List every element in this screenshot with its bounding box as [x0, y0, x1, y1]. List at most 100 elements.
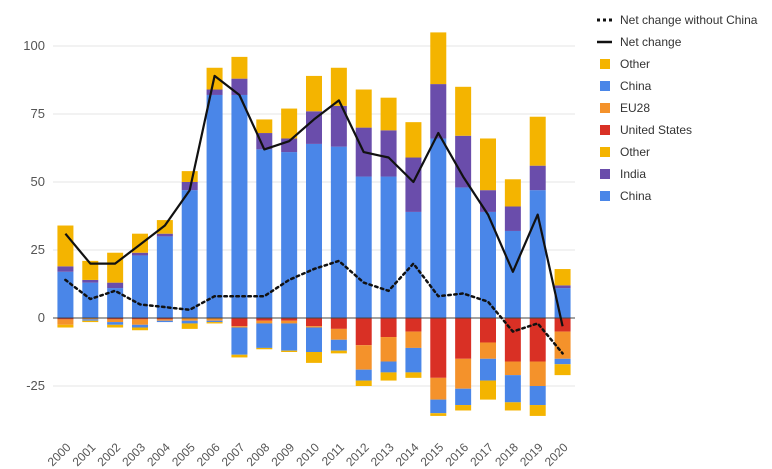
- bar-retired-eu28-2004: [156, 319, 173, 321]
- bar-added-china-2009: [281, 152, 298, 318]
- bar-retired-other-2002: [107, 324, 124, 328]
- bar-added-other-2014: [405, 122, 422, 158]
- net-change-without-china-line: [64, 259, 564, 355]
- bar-retired-eu28-2008: [256, 320, 273, 324]
- bar-retired-united-states-2018: [504, 318, 521, 362]
- bar-added-other-2002: [107, 252, 124, 283]
- bar-retired-other-2010: [306, 352, 322, 363]
- bar-retired-china-2009: [281, 323, 298, 351]
- bar-retired-other-2015: [430, 413, 447, 416]
- x-tick-label: 2007: [219, 440, 248, 469]
- legend-item-united-states[interactable]: United States: [597, 119, 772, 141]
- bar-retired-other-2007: [231, 354, 248, 358]
- legend-item-eu28[interactable]: EU28: [597, 97, 772, 119]
- bar-added-other-2005: [181, 171, 198, 182]
- x-tick-label: 2020: [542, 440, 571, 469]
- bar-retired-united-states-2004: [156, 318, 173, 320]
- bar-added-other-2013: [380, 97, 397, 131]
- bar-retired-other-2003: [132, 327, 148, 331]
- legend-item-china-retired[interactable]: China: [597, 75, 772, 97]
- bar-retired-other-2005: [181, 323, 198, 329]
- x-tick-label: 2019: [517, 440, 546, 469]
- bar-retired-other-2009: [281, 350, 298, 352]
- y-tick-label: -25: [26, 378, 45, 393]
- legend-item-china-added[interactable]: China: [597, 185, 772, 207]
- swatch-icon: [600, 81, 610, 91]
- bar-retired-united-states-2014: [405, 318, 422, 332]
- bar-retired-eu28-2019: [529, 361, 546, 386]
- bar-added-china-2013: [380, 176, 397, 318]
- bar-retired-china-2006: [206, 320, 223, 323]
- bar-added-india-2003: [132, 252, 148, 256]
- x-axis-ticks: 2000200120022003200420052006200720082009…: [45, 440, 571, 469]
- bar-retired-eu28-2020: [554, 331, 571, 359]
- bar-added-india-2015: [430, 84, 447, 139]
- legend-label: China: [620, 79, 652, 93]
- y-tick-label: 25: [31, 242, 45, 257]
- legend-label: Net change without China: [620, 13, 758, 27]
- bar-added-india-2001: [82, 279, 99, 283]
- bar-retired-united-states-2007: [231, 318, 248, 327]
- legend-item-other-added[interactable]: Other: [597, 141, 772, 163]
- legend: Net change without China Net change Othe…: [597, 9, 772, 207]
- bar-added-china-2002: [107, 288, 124, 318]
- bar-added-india-2018: [504, 206, 521, 231]
- bar-retired-china-2004: [156, 320, 173, 323]
- bar-retired-china-2016: [455, 388, 472, 406]
- bar-added-other-2001: [82, 260, 99, 280]
- bar-retired-china-2013: [380, 361, 397, 373]
- bar-retired-united-states-2003: [132, 318, 148, 320]
- legend-label: EU28: [620, 101, 651, 115]
- bar-added-china-2011: [330, 146, 347, 318]
- bar-retired-eu28-2001: [82, 318, 99, 320]
- bar-added-other-2000: [57, 225, 74, 267]
- bar-retired-other-2016: [455, 405, 472, 411]
- bar-retired-china-2002: [107, 322, 124, 325]
- x-tick-label: 2008: [244, 440, 273, 469]
- bar-retired-other-2008: [256, 347, 273, 350]
- x-tick-label: 2011: [319, 440, 347, 468]
- legend-item-net-change-without-china[interactable]: Net change without China: [597, 9, 772, 31]
- bar-retired-other-2014: [405, 372, 422, 378]
- bar-added-china-2012: [355, 176, 372, 318]
- x-tick-label: 2012: [343, 440, 372, 469]
- legend-item-net-change[interactable]: Net change: [597, 31, 772, 53]
- bar-retired-united-states-2008: [256, 318, 273, 321]
- bar-retired-eu28-2015: [430, 377, 447, 400]
- stacked-bars: [57, 32, 571, 416]
- bar-retired-eu28-2016: [455, 358, 472, 389]
- bar-added-india-2011: [330, 105, 347, 147]
- bar-retired-china-2010: [306, 327, 322, 352]
- bar-added-other-2019: [529, 116, 546, 166]
- net-change-lines: [64, 74, 564, 355]
- legend-label: China: [620, 189, 652, 203]
- bar-retired-china-2003: [132, 324, 148, 328]
- legend-item-india[interactable]: India: [597, 163, 772, 185]
- x-tick-label: 2013: [368, 440, 397, 469]
- bar-added-india-2008: [256, 133, 273, 150]
- legend-label: United States: [620, 123, 693, 137]
- bar-added-other-2017: [480, 138, 496, 191]
- swatch-icon: [600, 191, 610, 201]
- bar-added-india-2013: [380, 130, 397, 177]
- bar-retired-china-2001: [82, 319, 99, 321]
- bar-retired-other-2019: [529, 405, 546, 416]
- swatch-icon: [600, 147, 610, 157]
- bar-retired-eu28-2011: [330, 328, 347, 340]
- x-tick-label: 2010: [293, 440, 322, 469]
- bar-retired-eu28-2013: [380, 337, 397, 362]
- bar-retired-eu28-2010: [306, 326, 322, 328]
- bar-added-china-2017: [480, 211, 496, 318]
- x-tick-label: 2016: [442, 440, 471, 469]
- bar-retired-china-2015: [430, 399, 447, 414]
- bar-retired-other-2006: [206, 322, 223, 324]
- legend-item-other-retired[interactable]: Other: [597, 53, 772, 75]
- bar-retired-other-2013: [380, 372, 397, 381]
- bar-added-india-2020: [554, 285, 571, 289]
- bar-added-china-2015: [430, 138, 447, 318]
- bar-added-india-2017: [480, 190, 496, 212]
- bar-retired-united-states-2011: [330, 318, 347, 329]
- bar-retired-eu28-2002: [107, 319, 124, 323]
- bar-added-china-2008: [256, 149, 273, 318]
